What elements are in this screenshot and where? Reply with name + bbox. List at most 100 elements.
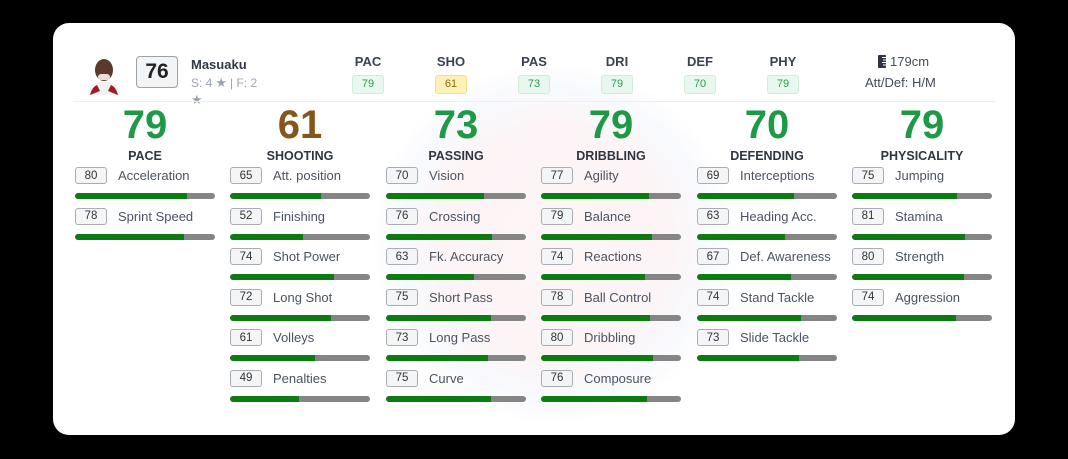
- stat-name: Crossing: [429, 208, 481, 224]
- stat-row: 67 Def. Awareness: [697, 248, 837, 289]
- stat-name: Volleys: [273, 330, 315, 345]
- stat-row: 49 Penalties: [230, 369, 370, 411]
- stat-bar-fill: [386, 314, 491, 321]
- stat-bar-fill: [697, 193, 794, 199]
- category-rating: 70: [744, 103, 790, 147]
- stat-bar: [386, 233, 526, 240]
- stat-bar-fill: [852, 274, 964, 280]
- favorite-star-icon[interactable]: ★: [191, 92, 203, 107]
- stat-bar-fill: [386, 193, 484, 199]
- stat-name: Heading Acc.: [740, 208, 817, 224]
- stat-row: 74 Reactions: [541, 248, 681, 289]
- stat-bar-fill: [852, 314, 956, 321]
- stat-value: 80: [852, 248, 884, 265]
- stat-row: 80 Acceleration: [75, 167, 215, 208]
- stat-row: 70 Vision: [386, 167, 526, 208]
- header-divider: [73, 101, 995, 102]
- stat-row: 78 Ball Control: [541, 288, 681, 330]
- summary-label: PAC: [354, 54, 382, 69]
- stat-name: Long Shot: [273, 289, 333, 305]
- stat-row: 80 Strength: [852, 248, 992, 289]
- category-rating: 73: [433, 103, 479, 147]
- stat-bar-fill: [230, 395, 299, 402]
- stat-value: 49: [230, 369, 262, 387]
- work-rate: Att/Def: H/M: [865, 75, 936, 90]
- stat-bar-fill: [75, 233, 185, 240]
- stat-value: 69: [697, 167, 729, 184]
- stat-bar-fill: [697, 233, 786, 240]
- stat-bar-fill: [75, 193, 187, 199]
- summary-def: DEF 70: [675, 54, 725, 94]
- stat-bar-fill: [541, 233, 652, 240]
- summary-pas: PAS 73: [509, 54, 559, 94]
- stat-bar-fill: [541, 395, 648, 402]
- summary-value-badge: 79: [352, 75, 384, 94]
- stat-value: 63: [697, 207, 729, 225]
- player-name[interactable]: Masuaku: [191, 57, 247, 72]
- stat-row: 74 Aggression: [852, 288, 992, 330]
- stat-bar: [697, 233, 837, 240]
- stat-value: 75: [852, 167, 884, 184]
- stat-name: Vision: [429, 168, 465, 183]
- stat-name: Agility: [584, 168, 619, 183]
- stat-value: 61: [230, 329, 262, 346]
- summary-value-badge: 73: [518, 75, 550, 94]
- stat-name: Slide Tackle: [740, 330, 810, 345]
- stat-bar: [852, 274, 992, 280]
- stat-name: Reactions: [584, 249, 642, 264]
- stat-name: Acceleration: [118, 168, 190, 183]
- stat-bar: [541, 395, 681, 402]
- player-info: 179cm Att/Def: H/M: [865, 54, 936, 90]
- stat-name: Jumping: [895, 168, 945, 183]
- stat-row: 63 Fk. Accuracy: [386, 248, 526, 289]
- ruler-icon: [878, 55, 886, 68]
- stat-bar: [230, 355, 370, 361]
- stat-bar: [852, 314, 992, 321]
- stat-value: 80: [541, 329, 573, 346]
- summary-label: DEF: [687, 54, 713, 69]
- stat-name: Curve: [429, 370, 464, 386]
- stat-name: Short Pass: [429, 289, 493, 305]
- summary-value-badge: 61: [435, 75, 467, 94]
- stat-bar: [75, 193, 215, 199]
- stat-row: 69 Interceptions: [697, 167, 837, 208]
- stat-row: 75 Curve: [386, 369, 526, 411]
- stat-bar-fill: [230, 274, 334, 280]
- category-name: SHOOTING: [266, 149, 334, 163]
- stat-row: 52 Finishing: [230, 207, 370, 249]
- stat-bar-fill: [697, 274, 791, 280]
- stat-name: Long Pass: [429, 330, 491, 345]
- summary-label: PAS: [521, 54, 547, 69]
- stat-bar: [386, 274, 526, 280]
- stat-bar-fill: [230, 314, 331, 321]
- stat-row: 77 Agility: [541, 167, 681, 208]
- category-rating: 79: [899, 103, 945, 147]
- stat-name: Fk. Accuracy: [429, 249, 504, 264]
- stat-bar-fill: [697, 355, 800, 361]
- stat-value: 75: [386, 288, 418, 306]
- stat-value: 76: [541, 369, 573, 387]
- summary-label: PHY: [769, 54, 797, 69]
- summary-value-badge: 70: [684, 75, 716, 94]
- category-shooting: 61 SHOOTING 65 Att. position 52 Finishin…: [230, 103, 370, 410]
- summary-dri: DRI 79: [592, 54, 642, 94]
- stat-bar-fill: [386, 355, 489, 361]
- player-height: 179cm: [890, 54, 930, 69]
- stat-bar-fill: [230, 355, 316, 361]
- stat-bar: [230, 314, 370, 321]
- stat-row: 73 Long Pass: [386, 329, 526, 370]
- stat-name: Dribbling: [584, 330, 636, 345]
- stat-row: 73 Slide Tackle: [697, 329, 837, 370]
- player-avatar: [88, 59, 120, 95]
- stat-name: Balance: [584, 208, 631, 224]
- category-name: DRIBBLING: [576, 149, 646, 163]
- player-stats-card: 76 Masuaku S: 4 ★ | F: 2 ★ PAC 79 SHO 61 P…: [53, 23, 1015, 435]
- category-name: DEFENDING: [730, 149, 804, 163]
- category-name: PASSING: [428, 149, 484, 163]
- stat-value: 74: [230, 248, 262, 265]
- stat-value: 72: [230, 288, 262, 306]
- stat-name: Stamina: [895, 208, 943, 224]
- summary-value-badge: 79: [767, 75, 799, 94]
- stat-value: 76: [386, 207, 418, 225]
- stat-row: 74 Shot Power: [230, 248, 370, 289]
